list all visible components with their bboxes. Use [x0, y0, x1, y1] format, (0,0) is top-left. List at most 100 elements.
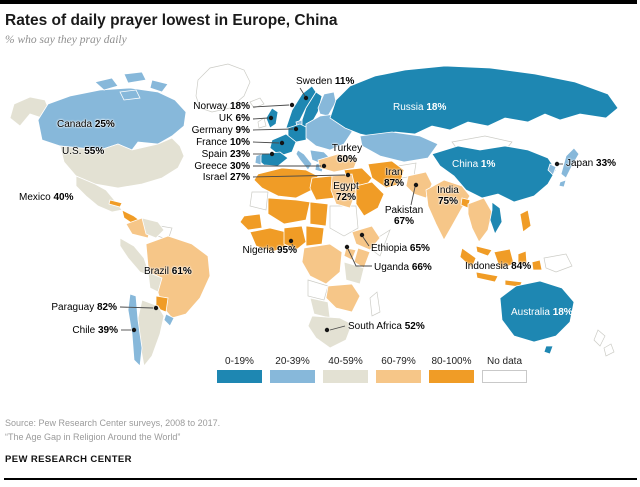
country-label-sweden: Sweden 11%: [296, 76, 355, 87]
country-philippines: [519, 209, 532, 233]
country-label-canada: Canada 25%: [57, 119, 115, 130]
country-label-uk: UK 6%: [218, 113, 250, 124]
country-japan-south: [558, 179, 567, 188]
leader-line-norway: [252, 104, 290, 108]
country-indonesia-sumatra: [459, 247, 477, 269]
leader-line-pakistan: [410, 186, 416, 206]
region-namibia-botswana: [309, 297, 331, 319]
country-libya: [309, 175, 335, 201]
country-portugal: [254, 153, 262, 166]
country-label-iran: Iran 87%: [383, 167, 404, 189]
region-mali-niger: [267, 197, 311, 225]
country-india: [425, 179, 471, 241]
country-label-ethiopia: Ethiopia 65%: [371, 243, 430, 254]
country-france: [269, 133, 297, 157]
leader-line-uk: [252, 117, 269, 120]
region-asia: [317, 65, 619, 288]
country-new-zealand-south: [603, 343, 615, 357]
legend: 0-19% 20-39% 40-59% 60-79% 80-100% No da…: [217, 356, 527, 383]
marker-dots: [131, 95, 560, 333]
region-oceania: [499, 280, 575, 355]
country-tasmania: [543, 345, 554, 355]
country-western-sahara: [249, 191, 269, 211]
region-africa: [239, 167, 381, 349]
country-label-us: U.S. 55%: [62, 146, 105, 157]
leader-line-paraguay: [119, 306, 154, 309]
country-pakistan: [405, 171, 433, 199]
leader-lines: [119, 87, 563, 331]
region-myanmar-thailand: [467, 197, 493, 243]
source-line-2: “The Age Gap in Religion Around the Worl…: [5, 432, 181, 442]
country-peru: [119, 237, 151, 277]
marker-dot-france: [279, 140, 285, 146]
country-iran: [367, 160, 405, 189]
country-label-chile: Chile 39%: [72, 325, 118, 336]
country-chad: [309, 201, 329, 227]
country-egypt: [330, 173, 357, 209]
country-canada-arctic-1: [94, 77, 119, 91]
brand-pew-research-center: PEW RESEARCH CENTER: [5, 454, 132, 465]
country-label-australia: Australia 18%: [511, 307, 573, 318]
marker-dot-ethiopia: [359, 232, 365, 238]
region-senegal-guinea: [239, 213, 263, 231]
country-label-japan: Japan 33%: [566, 158, 617, 169]
country-china: [431, 145, 557, 203]
country-vietnam: [489, 201, 503, 235]
leader-line-ethiopia: [362, 236, 370, 247]
country-new-guinea: [543, 253, 573, 273]
legend-swatch-60-79: [376, 370, 421, 383]
marker-dot-norway: [289, 102, 295, 108]
country-label-france: France 10%: [196, 137, 250, 148]
country-label-egypt: Egypt 72%: [333, 181, 359, 203]
legend-item-no-data: No data: [482, 356, 527, 383]
legend-swatch-20-39: [270, 370, 315, 383]
marker-dot-germany: [293, 126, 299, 132]
region-central-asia: [359, 131, 439, 163]
country-indonesia-borneo: [493, 248, 515, 270]
country-argentina: [137, 299, 165, 367]
country-label-china: China 1%: [452, 159, 496, 170]
marker-dot-south-africa: [324, 327, 330, 333]
chart-title: Rates of daily prayer lowest in Europe, …: [5, 12, 338, 29]
legend-item-80-100: 80-100%: [429, 356, 474, 383]
marker-dot-nigeria: [288, 238, 294, 244]
leader-line-sweden: [299, 87, 306, 97]
leader-line-south-africa: [329, 325, 346, 331]
marker-dot-greece: [321, 163, 327, 169]
country-indonesia-sulawesi: [517, 250, 528, 267]
country-russia: [329, 65, 619, 139]
leader-line-israel: [252, 174, 346, 178]
country-canada-arctic-3: [149, 79, 169, 93]
country-madagascar: [369, 291, 381, 317]
marker-dot-spain: [269, 151, 275, 157]
country-canada-arctic-4: [119, 89, 141, 101]
country-kenya: [353, 247, 371, 269]
country-label-turkey: Turkey 60%: [331, 143, 363, 165]
country-bolivia: [147, 271, 163, 293]
legend-item-0-19: 0-19%: [217, 356, 262, 383]
country-sudan: [329, 205, 359, 237]
marker-dot-chile: [131, 327, 137, 333]
top-rule: [0, 0, 637, 4]
legend-swatch-no-data: [482, 370, 527, 383]
country-malaysia: [475, 245, 493, 257]
leader-line-france: [252, 141, 280, 144]
legend-item-20-39: 20-39%: [270, 356, 315, 383]
country-label-israel: Israel 27%: [202, 172, 250, 183]
marker-dot-pakistan: [413, 182, 419, 188]
marker-dot-uganda: [344, 244, 350, 250]
country-australia: [499, 280, 575, 343]
country-label-pakistan: Pakistan 67%: [384, 205, 424, 227]
country-turkey: [317, 153, 359, 173]
country-uruguay: [163, 313, 175, 327]
country-label-paraguay: Paraguay 82%: [51, 302, 117, 313]
bottom-rule: [4, 478, 637, 480]
country-label-indonesia: Indonesia 84%: [465, 261, 532, 272]
region-zambia-mozambique: [325, 283, 361, 313]
country-indonesia-moluccas: [531, 259, 543, 271]
country-label-uganda: Uganda 66%: [374, 262, 432, 273]
country-label-russia: Russia 18%: [393, 102, 447, 113]
country-label-germany: Germany 9%: [191, 125, 250, 136]
country-label-mexico: Mexico 40%: [19, 192, 74, 203]
